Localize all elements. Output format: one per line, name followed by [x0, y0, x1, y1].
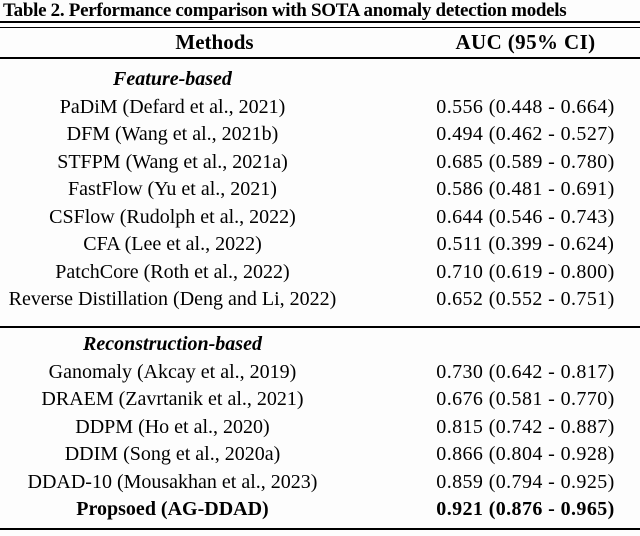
table-row: DDIM (Song et al., 2020a) 0.866 (0.804 -…: [0, 441, 640, 469]
method-cell: PaDiM (Defard et al., 2021): [59, 95, 286, 118]
method-cell: CSFlow (Rudolph et al., 2022): [49, 205, 296, 228]
method-cell: DDIM (Song et al., 2020a): [64, 443, 281, 466]
method-cell: PatchCore (Roth et al., 2022): [55, 260, 290, 283]
table-caption: Table 2. Performance comparison with SOT…: [3, 0, 567, 21]
auc-cell: 0.730 (0.642 - 0.817): [436, 360, 615, 383]
method-cell: DDPM (Ho et al., 2020): [75, 415, 270, 438]
method-cell: Reverse Distillation (Deng and Li, 2022): [8, 288, 337, 311]
table-row: PatchCore (Roth et al., 2022) 0.710 (0.6…: [0, 259, 640, 287]
auc-cell: 0.676 (0.581 - 0.770): [436, 388, 615, 411]
table-row: DDAD-10 (Mousakhan et al., 2023) 0.859 (…: [0, 469, 640, 497]
table-row: DFM (Wang et al., 2021b) 0.494 (0.462 - …: [0, 121, 640, 149]
table-row: CSFlow (Rudolph et al., 2022) 0.644 (0.5…: [0, 204, 640, 232]
table-row-proposed: Propsoed (AG-DDAD) 0.921 (0.876 - 0.965): [0, 496, 640, 524]
table-row: DRAEM (Zavrtanik et al., 2021) 0.676 (0.…: [0, 386, 640, 414]
table-row: DDPM (Ho et al., 2020) 0.815 (0.742 - 0.…: [0, 414, 640, 442]
column-header-methods: Methods: [175, 29, 254, 54]
section-label-row: Reconstruction-based: [0, 331, 640, 359]
rule-bottom: [0, 527, 640, 530]
auc-cell: 0.866 (0.804 - 0.928): [436, 443, 615, 466]
rule-between-sections: [0, 325, 640, 328]
method-cell: Propsoed (AG-DDAD): [76, 498, 269, 521]
method-cell: STFPM (Wang et al., 2021a): [57, 150, 288, 173]
table-row: STFPM (Wang et al., 2021a) 0.685 (0.589 …: [0, 149, 640, 177]
auc-cell: 0.859 (0.794 - 0.925): [436, 470, 615, 493]
rule-below-header: [0, 56, 640, 59]
table-row: FastFlow (Yu et al., 2021) 0.586 (0.481 …: [0, 176, 640, 204]
section-label-row: Feature-based: [0, 66, 640, 94]
method-cell: DDAD-10 (Mousakhan et al., 2023): [27, 470, 318, 493]
table-row: Ganomaly (Akcay et al., 2019) 0.730 (0.6…: [0, 359, 640, 387]
section-label: Feature-based: [113, 68, 232, 91]
table-header-row: Methods AUC (95% CI): [0, 28, 640, 57]
method-cell: Ganomaly (Akcay et al., 2019): [48, 360, 297, 383]
auc-cell: 0.644 (0.546 - 0.743): [436, 205, 615, 228]
table-row: Reverse Distillation (Deng and Li, 2022)…: [0, 286, 640, 314]
auc-cell: 0.710 (0.619 - 0.800): [436, 260, 615, 283]
method-cell: CFA (Lee et al., 2022): [83, 233, 262, 256]
table-row: CFA (Lee et al., 2022) 0.511 (0.399 - 0.…: [0, 231, 640, 259]
section-reconstruction-based: Reconstruction-based Ganomaly (Akcay et …: [0, 328, 640, 528]
auc-cell: 0.556 (0.448 - 0.664): [436, 95, 615, 118]
auc-cell: 0.494 (0.462 - 0.527): [436, 123, 615, 146]
column-header-auc: AUC (95% CI): [455, 29, 596, 54]
auc-cell: 0.511 (0.399 - 0.624): [436, 233, 615, 256]
auc-cell: 0.652 (0.552 - 0.751): [436, 288, 615, 311]
table-row: PaDiM (Defard et al., 2021) 0.556 (0.448…: [0, 94, 640, 122]
auc-cell: 0.921 (0.876 - 0.965): [436, 498, 615, 521]
method-cell: DRAEM (Zavrtanik et al., 2021): [41, 388, 304, 411]
method-cell: FastFlow (Yu et al., 2021): [68, 178, 277, 201]
auc-cell: 0.586 (0.481 - 0.691): [436, 178, 615, 201]
rule-top-double: [0, 21, 640, 28]
auc-cell: 0.815 (0.742 - 0.887): [436, 415, 615, 438]
section-label: Reconstruction-based: [83, 333, 262, 356]
auc-cell: 0.685 (0.589 - 0.780): [436, 150, 615, 173]
method-cell: DFM (Wang et al., 2021b): [66, 123, 279, 146]
section-feature-based: Feature-based PaDiM (Defard et al., 2021…: [0, 59, 640, 326]
